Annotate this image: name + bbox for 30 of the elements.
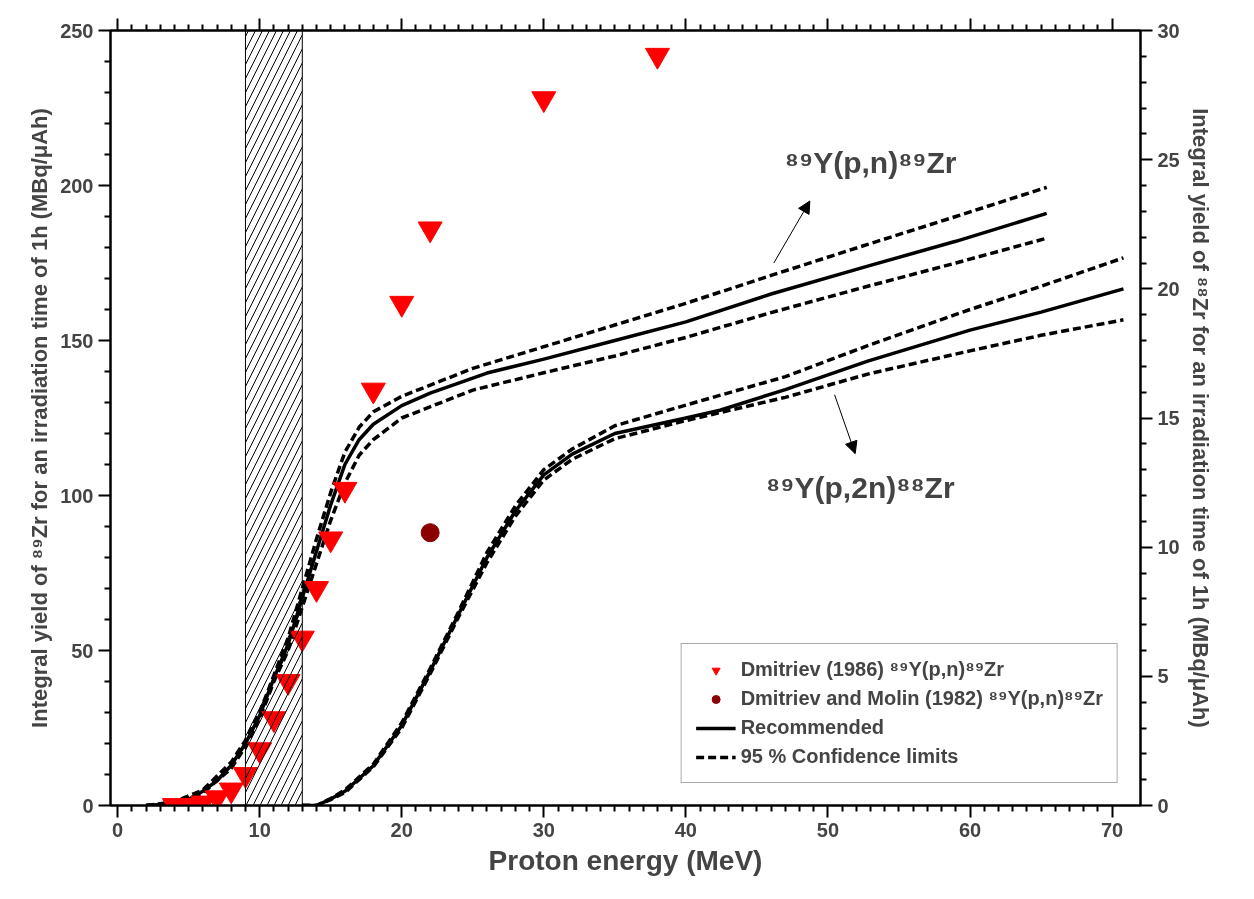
x-axis-title: Proton energy (MeV) bbox=[488, 844, 763, 876]
x-tick-label: 40 bbox=[674, 818, 698, 841]
legend-label: Recommended bbox=[740, 716, 884, 739]
x-tick-label: 50 bbox=[816, 818, 840, 841]
y-tick-label: 50 bbox=[71, 639, 94, 662]
legend-label: Dmitriev (1986) ⁸⁹Y(p,n)⁸⁹Zr bbox=[740, 658, 1005, 681]
legend-label: 95 % Confidence limits bbox=[740, 745, 959, 768]
y2-tick-label: 10 bbox=[1157, 536, 1180, 559]
y-tick-label: 200 bbox=[60, 174, 94, 197]
x-tick-label: 10 bbox=[248, 818, 271, 841]
y-tick-label: 0 bbox=[82, 794, 94, 817]
x-tick-label: 70 bbox=[1100, 818, 1124, 841]
legend-label: Dmitriev and Molin (1982) ⁸⁹Y(p,n)⁸⁹Zr bbox=[740, 687, 1103, 710]
x-tick-label: 30 bbox=[532, 818, 555, 841]
y2-tick-label: 30 bbox=[1157, 19, 1180, 42]
y2-tick-label: 0 bbox=[1157, 794, 1169, 817]
x-tick-label: 20 bbox=[390, 818, 413, 841]
y2-tick-label: 20 bbox=[1157, 277, 1180, 300]
x-tick-label: 0 bbox=[112, 818, 124, 841]
y-tick-label: 250 bbox=[60, 19, 94, 42]
y2-tick-label: 15 bbox=[1157, 407, 1180, 429]
y-tick-label: 150 bbox=[60, 329, 94, 352]
y2-axis-title: Integral yield of ⁸⁸Zr for an irradiation time of 1h (MBq/μAh) bbox=[1187, 108, 1213, 728]
annotation: ⁸⁹Y(p,n)⁸⁹Zr bbox=[784, 145, 957, 179]
annotation: ⁸⁹Y(p,2n)⁸⁸Zr bbox=[766, 471, 955, 505]
y-axis-title: Integral yield of ⁸⁹Zr for an irradiation time of 1h (MBq/μAh) bbox=[27, 108, 53, 728]
y2-tick-label: 25 bbox=[1157, 148, 1180, 171]
x-tick-label: 60 bbox=[958, 818, 982, 841]
y2-tick-label: 5 bbox=[1157, 665, 1169, 688]
y-tick-label: 100 bbox=[60, 484, 94, 507]
